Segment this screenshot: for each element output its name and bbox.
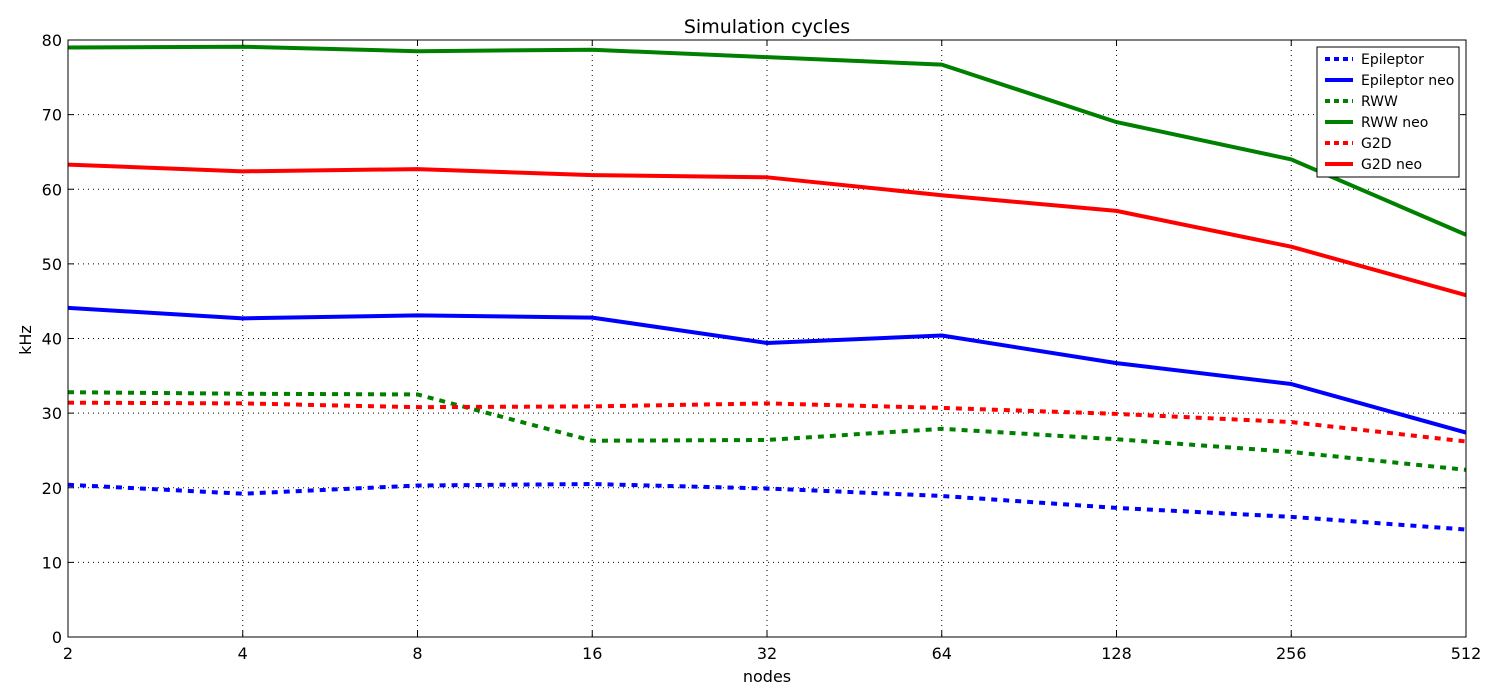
series-line-g2d	[67, 400, 1467, 444]
y-tick-label: 30	[42, 404, 62, 423]
x-tick-label: 16	[582, 644, 602, 663]
legend-label-g2d: G2D	[1361, 136, 1392, 152]
x-axis-label: nodes	[743, 667, 791, 686]
x-tick-label: 32	[757, 644, 777, 663]
y-tick-label: 70	[42, 106, 62, 125]
y-tick-label: 40	[42, 330, 62, 349]
series-line-rww-neo	[67, 44, 1467, 237]
series-line-g2d-neo	[67, 162, 1467, 298]
chart-title: Simulation cycles	[684, 16, 850, 38]
x-tick-label: 512	[1451, 644, 1482, 663]
y-tick-label: 50	[42, 255, 62, 274]
y-axis-label: kHz	[16, 325, 35, 355]
y-tick-label: 60	[42, 180, 62, 199]
legend-label-rww: RWW	[1361, 94, 1398, 110]
y-tick-label: 80	[42, 31, 62, 50]
y-tick-label: 0	[52, 628, 62, 647]
series-line-epileptor	[67, 482, 1467, 532]
legend-label-g2d-neo: G2D neo	[1361, 157, 1422, 173]
legend: Epileptor Epileptor neo RWW RWW neo G2D G2D n…	[1316, 46, 1460, 178]
series-line-epileptor-neo	[67, 305, 1467, 435]
x-tick-label: 8	[412, 644, 422, 663]
legend-box	[1316, 46, 1460, 178]
x-axis-ticks: 2 4 8 16 32 64 128 256 512	[63, 40, 1481, 663]
y-axis-ticks: 0 10 20 30 40 50 60 70 80	[42, 31, 1466, 647]
series-line-rww	[67, 390, 1467, 472]
x-tick-label: 4	[238, 644, 248, 663]
x-tick-label: 256	[1276, 644, 1307, 663]
x-tick-label: 64	[932, 644, 952, 663]
x-tick-label: 128	[1101, 644, 1132, 663]
legend-label-rww-neo: RWW neo	[1361, 115, 1428, 131]
series-lines	[67, 44, 1467, 532]
plot-frame	[67, 39, 1467, 638]
x-tick-label: 2	[63, 644, 73, 663]
y-tick-label: 20	[42, 479, 62, 498]
legend-label-epileptor-neo: Epileptor neo	[1361, 73, 1454, 89]
grid	[67, 39, 1467, 638]
y-tick-label: 10	[42, 553, 62, 572]
legend-label-epileptor: Epileptor	[1361, 52, 1424, 68]
